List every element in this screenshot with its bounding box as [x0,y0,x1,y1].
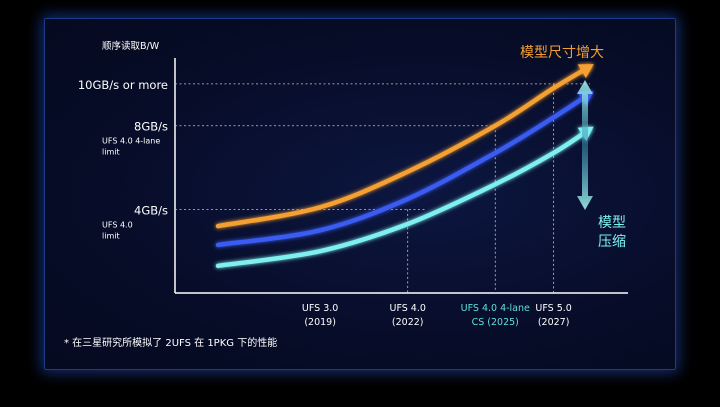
y-tick-label: 8GB/s [134,120,168,134]
x-tick-sublabel: (2022) [392,317,424,328]
compression-double-arrow [577,80,593,210]
y-tick-sublabel: UFS 4.0 [102,220,133,229]
x-tick-label: UFS 4.0 [389,303,425,314]
x-tick-sublabel: CS (2025) [472,317,519,328]
x-tick-label: UFS 3.0 [302,303,338,314]
y-axis-title: 顺序读取B/W [102,40,160,52]
y-tick-sublabel: limit [102,148,120,157]
x-tick-label: UFS 5.0 [535,303,571,314]
model-compress-label-2: 压缩 [598,234,626,250]
y-tick-label: 10GB/s or more [78,78,168,92]
series-line-0 [215,64,591,229]
series-line-2 [215,127,591,269]
y-tick-label: 4GB/s [134,203,168,217]
model-compress-label-1: 模型 [598,215,626,231]
series-arrowhead-0 [577,64,594,79]
x-tick-label: UFS 4.0 4-lane [461,303,530,314]
footnote: * 在三星研究所模拟了 2UFS 在 1PKG 下的性能 [64,336,277,349]
y-tick-sublabel: limit [102,231,120,240]
series-line-1 [215,92,591,248]
x-tick-sublabel: (2019) [304,317,336,328]
x-tick-sublabel: (2027) [538,317,570,328]
model-growth-label: 模型尺寸增大 [520,45,604,61]
y-tick-sublabel: UFS 4.0 4-lane [102,137,160,146]
